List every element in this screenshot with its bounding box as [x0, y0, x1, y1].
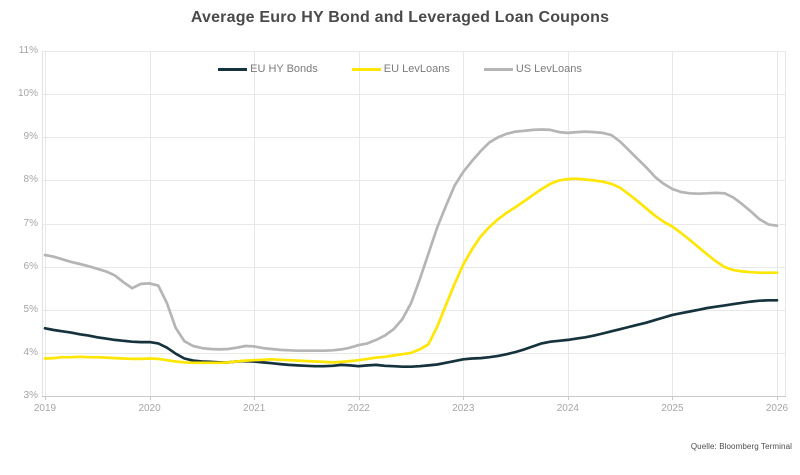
legend-swatch-eu-hy-bonds: [218, 67, 248, 71]
legend-item-eu-levloans: EU LevLoans: [351, 63, 450, 75]
y-tick-label: 4%: [23, 346, 38, 358]
legend-item-eu-hy-bonds: EU HY Bonds: [218, 63, 318, 75]
legend-swatch-eu-levloans: [351, 67, 381, 71]
legend: EU HY Bonds EU LevLoans US LevLoans: [0, 63, 800, 75]
y-tick-label: 6%: [23, 260, 38, 272]
series-line-us-levloans: [43, 128, 779, 353]
legend-swatch-us-levloans: [483, 67, 513, 71]
y-tick-label: 3%: [23, 390, 38, 401]
x-tick-label: 2023: [452, 403, 475, 414]
y-tick-label: 5%: [23, 303, 38, 315]
x-tick-label: 2020: [138, 403, 161, 414]
legend-label-eu-hy-bonds: EU HY Bonds: [250, 63, 318, 75]
y-tick-label: 7%: [23, 217, 38, 229]
series-line-eu-hy-bonds: [43, 298, 779, 369]
y-tick-label: 9%: [23, 131, 38, 143]
chart-title: Average Euro HY Bond and Leveraged Loan …: [190, 9, 610, 26]
x-tick-label: 2022: [347, 403, 370, 414]
y-tick-label: 8%: [23, 174, 38, 186]
legend-item-us-levloans: US LevLoans: [483, 63, 582, 75]
x-tick-label: 2021: [243, 403, 266, 414]
source-note: Quelle: Bloomberg Terminal: [690, 442, 792, 451]
legend-label-eu-levloans: EU LevLoans: [383, 63, 450, 75]
legend-label-us-levloans: US LevLoans: [515, 63, 582, 75]
series-line-eu-levloans: [43, 177, 779, 365]
plot-area: [42, 51, 786, 403]
y-tick-label: 10%: [17, 88, 38, 100]
x-tick-label: 2019: [33, 403, 57, 414]
plot-svg: [42, 51, 786, 400]
x-tick-label: 2025: [661, 403, 684, 414]
y-tick-label: 11%: [18, 45, 38, 56]
x-tick-label: 2024: [556, 403, 579, 414]
x-tick-label: 2026: [765, 403, 789, 414]
